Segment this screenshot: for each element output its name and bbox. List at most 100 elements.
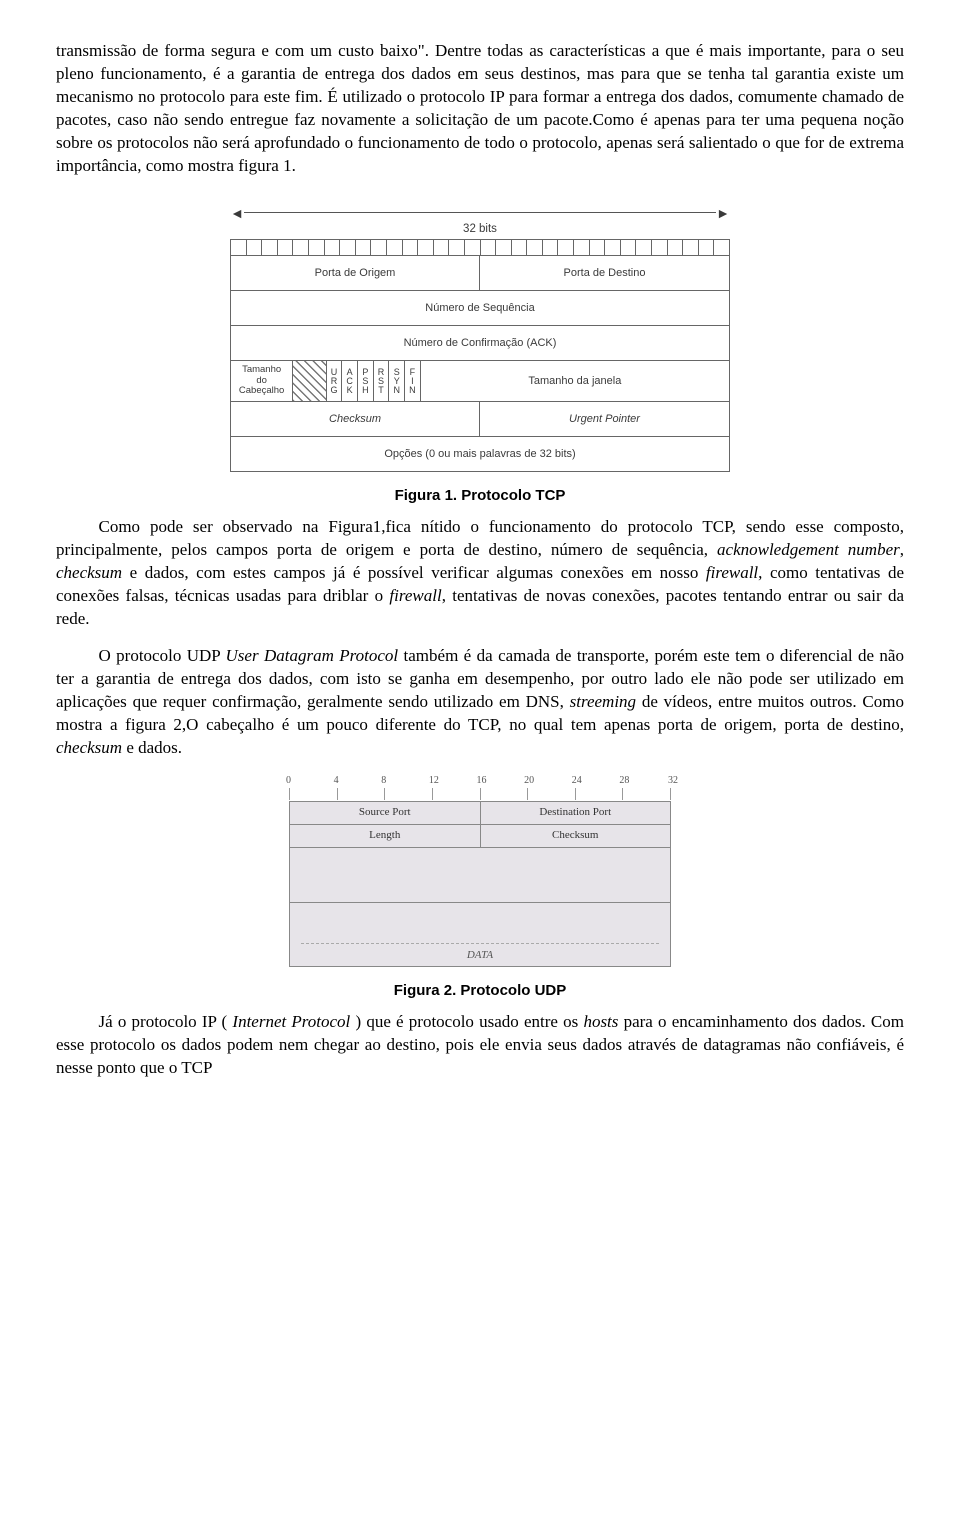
udp-ruler-seg: 2832 xyxy=(623,788,671,800)
tcp-ruler-tick xyxy=(481,240,497,255)
tcp-ruler-tick xyxy=(699,240,715,255)
paragraph-3: O protocolo UDP User Datagram Protocol t… xyxy=(56,645,904,760)
udp-ruler-label: 12 xyxy=(429,774,439,788)
tcp-ruler-tick xyxy=(543,240,559,255)
tcp-ruler-tick xyxy=(621,240,637,255)
udp-ruler-seg: 12 xyxy=(433,788,481,800)
paragraph-4: Já o protocolo IP ( Internet Protocol ) … xyxy=(56,1011,904,1080)
figure-tcp: 32 bits Porta de Origem Porta de Destino… xyxy=(56,206,904,507)
tcp-ruler-tick xyxy=(574,240,590,255)
tcp-row-ack: Número de Confirmação (ACK) xyxy=(231,325,729,360)
tcp-options: Opções (0 ou mais palavras de 32 bits) xyxy=(231,437,729,471)
figure-udp: 048121620242832 Source Port Destination … xyxy=(56,788,904,1001)
tcp-diagram: 32 bits Porta de Origem Porta de Destino… xyxy=(230,206,730,473)
tcp-header-length: Tamanho do Cabeçalho xyxy=(231,361,293,401)
tcp-flag-letter: G xyxy=(330,386,337,395)
tcp-ruler-tick xyxy=(231,240,247,255)
tcp-flag: PSH xyxy=(358,361,374,401)
text-italic: acknowledgement number xyxy=(717,540,900,559)
tcp-src-port: Porta de Origem xyxy=(231,256,480,290)
tcp-ruler-tick xyxy=(465,240,481,255)
text-italic: firewall xyxy=(389,586,441,605)
udp-length: Length xyxy=(290,825,481,847)
tcp-ruler-tick xyxy=(247,240,263,255)
tcp-flag: ACK xyxy=(342,361,358,401)
tcp-row-ports: Porta de Origem Porta de Destino xyxy=(231,255,729,290)
udp-ruler-seg: 24 xyxy=(576,788,624,800)
figure-1-caption: Figura 1. Protocolo TCP xyxy=(56,486,904,506)
tcp-ruler-tick xyxy=(340,240,356,255)
tcp-ruler-tick xyxy=(668,240,684,255)
text-italic: checksum xyxy=(56,563,122,582)
text: Já o protocolo IP ( xyxy=(99,1012,233,1031)
bits-line xyxy=(244,212,716,213)
udp-ruler-label: 24 xyxy=(572,774,582,788)
text: O protocolo UDP xyxy=(99,646,226,665)
tcp-flag: SYN xyxy=(389,361,405,401)
tcp-ruler-tick xyxy=(293,240,309,255)
text-italic: streeming xyxy=(570,692,636,711)
tcp-flag-letter: K xyxy=(347,386,353,395)
tcp-flag: RST xyxy=(374,361,390,401)
udp-data-row: DATA xyxy=(290,903,670,966)
udp-row-ports: Source Port Destination Port xyxy=(290,802,670,825)
text: , xyxy=(900,540,904,559)
udp-ruler-label: 4 xyxy=(334,774,339,788)
text-italic: hosts xyxy=(583,1012,618,1031)
udp-ruler-label: 0 xyxy=(286,774,291,788)
tcp-window: Tamanho da janela xyxy=(421,361,729,401)
tcp-ruler-tick xyxy=(449,240,465,255)
tcp-flag-letter: H xyxy=(362,386,369,395)
udp-data-label: DATA xyxy=(467,948,493,963)
arrow-left-icon xyxy=(230,206,244,220)
text-italic: Internet Protocol xyxy=(232,1012,350,1031)
tcp-row-seq: Número de Sequência xyxy=(231,290,729,325)
paragraph-1: transmissão de forma segura e com um cus… xyxy=(56,40,904,178)
udp-ruler-seg: 8 xyxy=(385,788,433,800)
tcp-ruler-tick xyxy=(527,240,543,255)
tcp-flag: FIN xyxy=(405,361,420,401)
paragraph-2: Como pode ser observado na Figura1,fica … xyxy=(56,516,904,631)
udp-checksum: Checksum xyxy=(481,825,671,847)
tcp-ruler-tick xyxy=(496,240,512,255)
udp-row-len-chk: Length Checksum xyxy=(290,825,670,848)
udp-ruler-label: 20 xyxy=(524,774,534,788)
udp-row-spacer xyxy=(290,848,670,903)
tcp-ruler-tick xyxy=(403,240,419,255)
udp-ruler-seg: 20 xyxy=(528,788,576,800)
udp-diagram: 048121620242832 Source Port Destination … xyxy=(289,788,671,967)
udp-bit-ruler: 048121620242832 xyxy=(289,788,671,800)
tcp-ruler-tick xyxy=(652,240,668,255)
tcp-ruler-tick xyxy=(512,240,528,255)
tcp-ruler-tick xyxy=(636,240,652,255)
tcp-flag-letter: N xyxy=(393,386,400,395)
udp-ruler-seg: 0 xyxy=(290,788,338,800)
udp-ruler-label: 16 xyxy=(477,774,487,788)
udp-data-separator xyxy=(301,943,658,944)
tcp-flag-letter: T xyxy=(378,386,384,395)
tcp-ruler-tick xyxy=(356,240,372,255)
text: ) que é protocolo usado entre os xyxy=(350,1012,583,1031)
text: e dados. xyxy=(122,738,182,757)
tcp-header-table: Porta de Origem Porta de Destino Número … xyxy=(230,255,730,472)
tcp-ruler-tick xyxy=(309,240,325,255)
tcp-ruler-tick xyxy=(590,240,606,255)
tcp-ruler-tick xyxy=(683,240,699,255)
tcp-ruler-tick xyxy=(714,240,729,255)
tcp-ruler-tick xyxy=(434,240,450,255)
udp-ruler-label: 8 xyxy=(381,774,386,788)
figure-2-caption: Figura 2. Protocolo UDP xyxy=(56,981,904,1001)
tcp-ruler-tick xyxy=(371,240,387,255)
tcp-ruler-tick xyxy=(605,240,621,255)
tcp-urgent-pointer: Urgent Pointer xyxy=(480,402,729,436)
tcp-dst-port: Porta de Destino xyxy=(480,256,729,290)
udp-ruler-seg: 4 xyxy=(338,788,386,800)
bits-label: 32 bits xyxy=(230,222,730,238)
udp-ruler-label: 28 xyxy=(619,774,629,788)
tcp-seq: Número de Sequência xyxy=(231,291,729,325)
tcp-bit-ruler xyxy=(230,239,730,255)
tcp-ruler-tick xyxy=(278,240,294,255)
tcp-ruler-tick xyxy=(558,240,574,255)
udp-ruler-label: 32 xyxy=(668,774,678,788)
udp-src-port: Source Port xyxy=(290,802,481,824)
